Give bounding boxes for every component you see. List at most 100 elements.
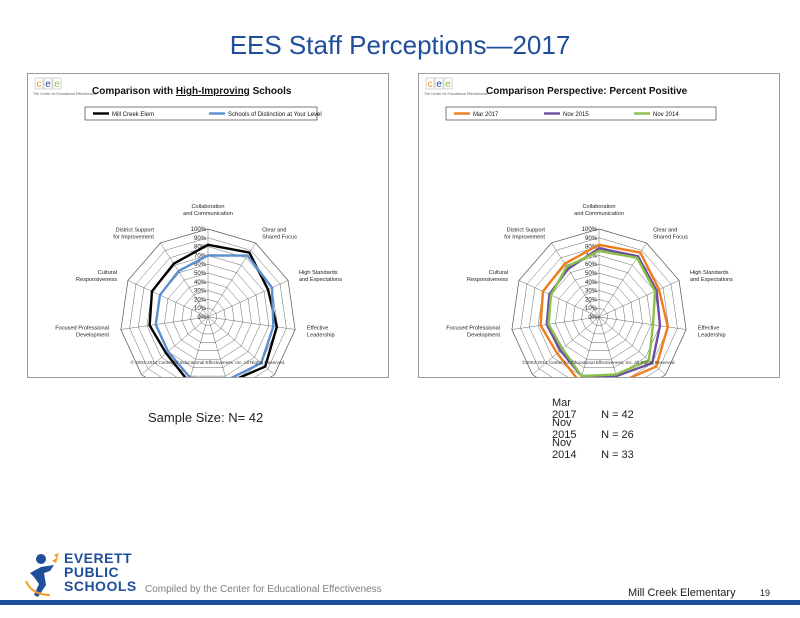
- legend-box: [84, 106, 318, 121]
- radar-category-label-line: High Standards: [299, 270, 338, 276]
- radar-category-label: District Support for Improvement: [504, 227, 545, 240]
- radar-category-label-line: Collaboration: [192, 204, 225, 210]
- radar-category-label-line: Cultural: [489, 270, 508, 276]
- radar-point: [567, 268, 569, 270]
- legend-box: [445, 106, 717, 121]
- legend-label: Schools of Distinction at Your Level: [228, 112, 322, 118]
- radar-grid-ring: [181, 290, 235, 343]
- radar-grid-ring: [172, 281, 244, 351]
- radar-category-label-line: Effective: [307, 326, 328, 332]
- radar-point: [655, 365, 657, 368]
- radar-category-label-line: High Standards: [690, 270, 729, 276]
- radar-point: [565, 265, 568, 268]
- radar-point: [154, 323, 157, 326]
- radar-category-label: High Standards and Expectations: [299, 270, 342, 283]
- radar-point: [271, 286, 273, 289]
- n-table-row: Nov 2015 N = 26: [552, 417, 634, 441]
- radar-spoke: [120, 316, 209, 330]
- radar-category-label-line: and Communication: [574, 211, 624, 217]
- radar-point: [264, 365, 266, 368]
- radar-point: [207, 244, 209, 246]
- radar-point: [598, 247, 600, 250]
- radar-category-label-line: Clear and: [653, 227, 677, 233]
- school-name: Mill Creek Elementary: [628, 587, 736, 599]
- radar-grid-ring: [563, 281, 635, 351]
- cee-logo-box: [443, 77, 453, 90]
- footer-rule: [0, 600, 800, 605]
- n-table-date: Nov 2015: [552, 417, 577, 441]
- radar-point: [598, 250, 600, 252]
- radar-spoke: [598, 316, 666, 375]
- radar-point: [207, 254, 209, 257]
- radar-tick-label: 50%: [585, 271, 598, 277]
- chart-title-part: Comparison with: [92, 86, 176, 97]
- n-table-row: Mar 2017 N = 42: [552, 397, 634, 421]
- cee-logo-letter: e: [445, 79, 451, 90]
- radar-category-label-line: Effective: [698, 326, 719, 332]
- radar-point: [559, 349, 562, 352]
- radar-tick-label: 70%: [194, 253, 207, 259]
- radar-point: [542, 290, 544, 293]
- chart-panel-high-improving: c e e The Center for Educational Effectiven…: [27, 73, 389, 378]
- radar-category-label-line: Development: [76, 333, 109, 339]
- radar-tick-label: 70%: [585, 253, 598, 259]
- radar-grid-ring: [529, 246, 669, 377]
- radar-point: [639, 251, 642, 254]
- radar-series-mill-creek-elem: [148, 243, 279, 377]
- radar-spoke: [141, 316, 209, 375]
- radar-tick-label: 100%: [582, 227, 598, 233]
- radar-category-label: District Support for Improvement: [113, 227, 154, 240]
- radar-spoke: [598, 316, 687, 330]
- n-table-count: N = 42: [601, 409, 634, 421]
- radar-category-label-line: and Communication: [183, 211, 233, 217]
- radar-grid-ring: [555, 272, 643, 360]
- legend-item: Mill Creek Elem: [93, 112, 154, 118]
- radar-tick-label: 100%: [191, 227, 207, 233]
- sample-size-label: Sample Size: N= 42: [148, 410, 264, 425]
- n-table-row: Nov 2014 N = 33: [552, 437, 634, 461]
- runner-icon: [25, 553, 59, 597]
- radar-point: [556, 352, 558, 355]
- radar-point: [580, 375, 583, 377]
- radar-tick-label: 20%: [194, 297, 207, 303]
- radar-tick-label: 30%: [585, 289, 598, 295]
- radar-spoke: [598, 316, 617, 377]
- chart-title-part: Schools: [250, 86, 292, 97]
- radar-point: [148, 324, 151, 327]
- radar-point: [177, 270, 180, 272]
- radar-category-label: High Standards and Expectations: [690, 270, 733, 283]
- radar-grid-ring: [581, 299, 617, 335]
- radar-category-label-line: for Improvement: [113, 234, 154, 240]
- radar-point: [655, 289, 658, 292]
- radar-tick-label: 40%: [194, 280, 207, 286]
- cee-logo-letter: e: [45, 79, 51, 90]
- radar-category-label-line: Development: [467, 333, 500, 339]
- radar-series-nov-2014: [547, 249, 657, 377]
- radar-tick-label: 0%: [197, 315, 206, 321]
- radar-spoke: [207, 316, 226, 377]
- radar-point: [550, 294, 552, 296]
- radar-grid-ring: [129, 237, 287, 377]
- legend-label: Nov 2014: [653, 112, 679, 118]
- radar-spoke: [598, 280, 680, 318]
- radar-tick-label: 80%: [585, 245, 598, 251]
- radar-tick-label: 10%: [585, 306, 598, 312]
- radar-category-label-line: Responsiveness: [467, 277, 508, 283]
- radar-category-label-line: and Expectations: [299, 277, 342, 283]
- cee-logo-letter: e: [54, 79, 60, 90]
- cee-logo-letter: c: [428, 79, 433, 90]
- radar-category-label-line: Clear and: [262, 227, 286, 233]
- chart-title-part: Comparison Perspective: Percent Positive: [486, 86, 688, 97]
- radar-point: [636, 256, 638, 259]
- radar-grid-ring: [520, 237, 678, 377]
- cee-logo-tagline: The Center for Educational Effectiveness: [424, 92, 488, 96]
- radar-spoke: [190, 316, 209, 377]
- legend-label: Mill Creek Elem: [112, 112, 154, 118]
- radar-spoke: [207, 280, 289, 318]
- radar-category-label: Focused Professional Development: [55, 326, 109, 339]
- cee-logo-letter: e: [436, 79, 442, 90]
- n-table: Mar 2017 N = 42 Nov 2015 N = 26 Nov 2014…: [552, 397, 634, 461]
- radar-category-label: Clear and Shared Focus: [262, 227, 297, 240]
